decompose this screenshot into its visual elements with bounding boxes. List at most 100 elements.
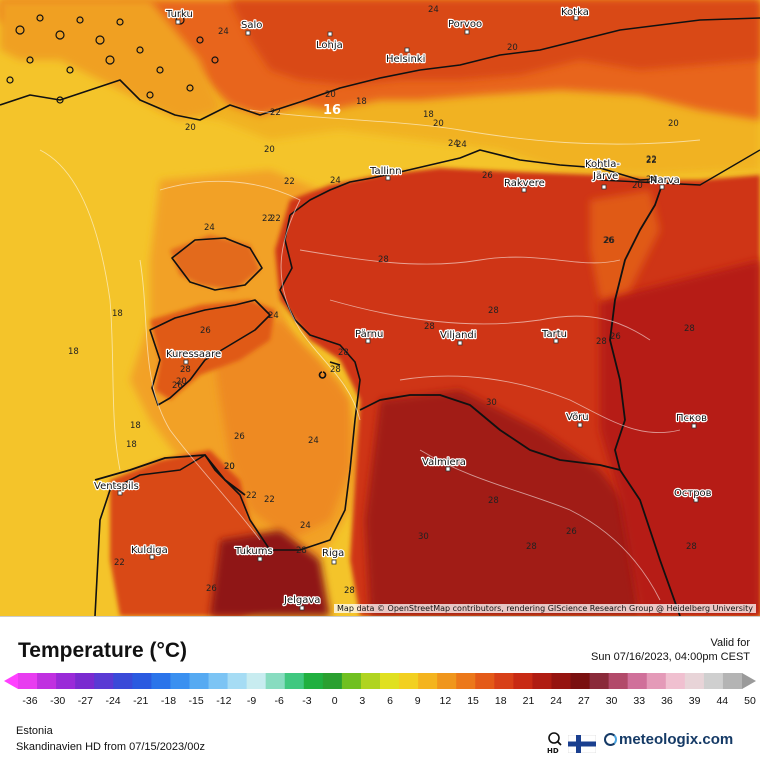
city-dot: [365, 338, 371, 344]
colorbar-cell: [646, 673, 667, 689]
model-run: Skandinavien HD from 07/15/2023/00z: [16, 741, 205, 753]
valid-for-label: Valid for: [710, 637, 750, 649]
colorbar-tick-label: -24: [105, 695, 121, 707]
iso-label: 26: [234, 432, 245, 442]
hot-core-riga: [210, 530, 330, 616]
city-tukums[interactable]: Tukums: [233, 545, 274, 562]
city-dot: [331, 559, 337, 565]
colorbar-cell: [227, 673, 248, 689]
hd-icon[interactable]: HD: [546, 731, 564, 760]
colorbar-tick-label: 9: [414, 695, 421, 707]
city-tartu[interactable]: Tartu: [540, 328, 568, 344]
city-viljandi[interactable]: Viljandi: [439, 329, 478, 346]
colorbar-tick-label: 36: [661, 695, 673, 707]
iso-label: 18: [356, 97, 367, 107]
city-kuressaare[interactable]: Kuressaare: [165, 348, 222, 365]
colorbar-cells: [18, 673, 743, 689]
city-riga[interactable]: Riga: [321, 547, 345, 565]
city-pskov[interactable]: Псков: [675, 412, 708, 429]
city-label: Kohtla-: [585, 159, 620, 170]
iso-label: 28: [180, 365, 191, 375]
iso-label: 28: [378, 255, 389, 265]
colorbar-cell: [551, 673, 572, 689]
colorbar-right-arrow: [742, 673, 756, 689]
city-lohja[interactable]: Lohja: [315, 31, 344, 52]
colorbar-tick-label: -18: [160, 695, 177, 707]
city-dot: [445, 466, 451, 472]
city-dot: [327, 31, 333, 37]
city-label: Viljandi: [440, 330, 477, 341]
colorbar-tick-label: -6: [274, 695, 284, 707]
city-ostrov[interactable]: Острoв: [673, 487, 713, 503]
city-turku[interactable]: Turku: [164, 8, 194, 25]
city-porvoo[interactable]: Porvoo: [447, 18, 483, 35]
iso-label: 28: [338, 348, 349, 358]
iso-label: 28: [424, 322, 435, 332]
city-jelgava[interactable]: Jelgava: [282, 594, 322, 611]
city-label: Turku: [165, 9, 193, 20]
colorbar-cell: [246, 673, 267, 689]
region-name: Estonia: [16, 725, 53, 737]
city-voru[interactable]: Võru: [565, 411, 590, 428]
city-dot: [573, 15, 579, 21]
brand-mark-icon: [604, 733, 617, 746]
city-label: Kuldiga: [131, 545, 168, 556]
iso-label: 26: [200, 326, 211, 336]
city-dot: [183, 359, 189, 365]
city-dot: [691, 423, 697, 429]
colorbar-cell: [703, 673, 724, 689]
iso-label: 20: [507, 43, 518, 53]
city-dot: [385, 175, 391, 181]
colorbar-cell: [418, 673, 438, 689]
map-attribution[interactable]: Map data © OpenStreetMap contributors, r…: [334, 604, 756, 613]
city-parnu[interactable]: Pärnu: [354, 328, 385, 344]
colorbar-tick-label: 12: [439, 695, 452, 707]
city-helsinki[interactable]: Helsinki: [385, 47, 427, 66]
iso-label: 28: [526, 542, 537, 552]
iso-label: 22: [646, 156, 657, 166]
city-kotka[interactable]: Kotka: [560, 6, 590, 21]
city-dot: [601, 184, 607, 190]
temperature-map[interactable]: Turku Salo Lohja Helsinki Porvoo Kotka T…: [0, 0, 760, 616]
iso-label: 30: [486, 398, 497, 408]
city-rakvere[interactable]: Rakvere: [503, 177, 546, 193]
iso-label: 28: [488, 496, 499, 506]
city-dot: [553, 338, 559, 344]
finland-flag-icon[interactable]: [568, 735, 596, 753]
iso-label: 20: [176, 377, 187, 387]
iso-label: 26: [566, 527, 577, 537]
city-salo[interactable]: Salo: [240, 19, 264, 36]
iso-label: 22: [262, 214, 273, 224]
colorbar-ticks: -36 -30 -27 -24 -21 -18 -15 -12 -9 -6 -3 0 3 6 9 12 15 18…: [0, 695, 760, 711]
finland-hot: [230, 0, 760, 85]
city-label: Kuressaare: [166, 349, 221, 360]
colorbar-tick-label: 6: [387, 695, 393, 707]
city-valmiera[interactable]: Valmiera: [421, 456, 467, 472]
colorbar-cell: [684, 673, 705, 689]
city-label: Kotka: [561, 7, 589, 18]
colorbar-tick-label: 0: [331, 695, 338, 707]
color-scale-bar: [4, 673, 756, 689]
iso-label: 26: [610, 332, 621, 342]
colorbar-cell: [322, 673, 343, 689]
colorbar-cell: [494, 673, 514, 689]
hiiumaa-land: [170, 235, 260, 290]
colorbar-tick-label: 3: [359, 695, 366, 707]
brand-logo[interactable]: meteologix.com: [604, 731, 733, 748]
colorbar-tick-label: -36: [22, 695, 38, 707]
iso-label: 22: [270, 108, 281, 118]
iso-label: 26: [603, 236, 614, 246]
city-tallinn[interactable]: Tallinn: [368, 165, 403, 181]
iso-label: 24: [646, 175, 657, 185]
colorbar-tick-label: -3: [302, 695, 312, 707]
iso-label: 22: [264, 495, 275, 505]
city-ventspils[interactable]: Ventspils: [93, 480, 140, 496]
city-kuldiga[interactable]: Kuldiga: [130, 544, 169, 560]
city-narva[interactable]: Narva: [649, 174, 681, 190]
narva-warm: [590, 190, 660, 300]
colorbar-cell: [399, 673, 419, 689]
colorbar-cell: [437, 673, 457, 689]
iso-label: 18: [126, 440, 137, 450]
iso-label: 26: [482, 171, 493, 181]
city-kohtla-jarve[interactable]: Kohtla-Järve: [584, 158, 622, 190]
